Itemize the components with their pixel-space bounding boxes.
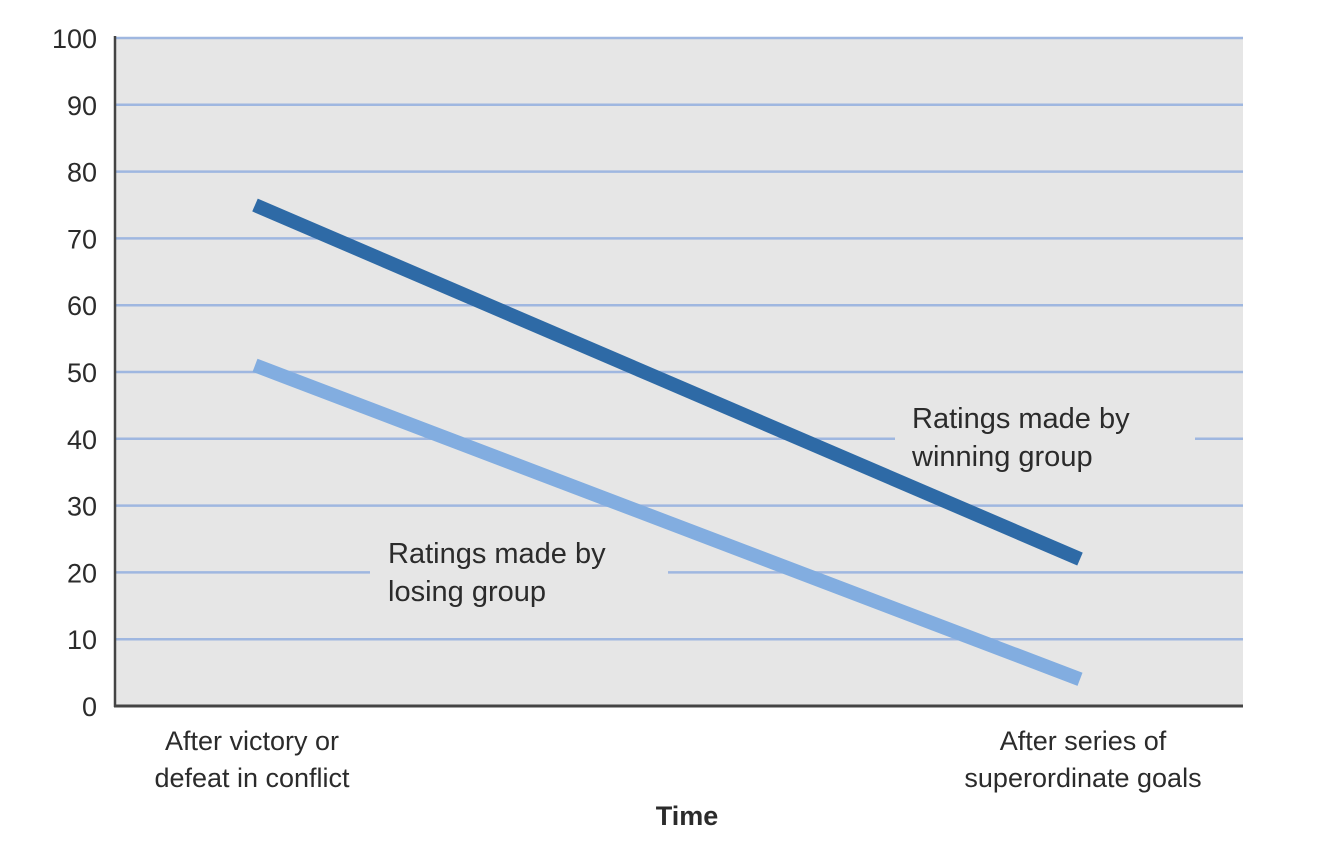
x-axis-label: Time — [656, 801, 719, 831]
y-tick-label: 20 — [67, 558, 97, 588]
x-category-label: After series of — [1000, 726, 1167, 756]
series-annotation: winning group — [911, 441, 1093, 473]
series-line — [252, 198, 1083, 566]
gridlines — [115, 36, 1243, 641]
series-annotations: Ratings made by winning group Ratings made… — [388, 403, 1130, 608]
y-tick-label: 40 — [67, 425, 97, 455]
y-tick-label: 80 — [67, 158, 97, 188]
x-category-label: superordinate goals — [964, 763, 1201, 793]
y-axis-ticks: 0 10 20 30 40 50 60 70 80 90 100 — [52, 24, 97, 722]
y-tick-label: 100 — [52, 24, 97, 54]
series-annotation: Ratings made by — [912, 403, 1130, 435]
y-tick-label: 60 — [67, 291, 97, 321]
y-tick-label: 30 — [67, 492, 97, 522]
y-tick-label: 10 — [67, 625, 97, 655]
x-category-label: After victory or — [165, 726, 339, 756]
y-tick-label: 70 — [67, 224, 97, 254]
x-axis-categories: After victory or defeat in conflict After … — [154, 726, 1201, 793]
x-category-label: defeat in conflict — [154, 763, 350, 793]
series-annotation: Ratings made by — [388, 538, 606, 570]
y-tick-label: 90 — [67, 91, 97, 121]
y-tick-label: 0 — [82, 692, 97, 722]
series-lines — [252, 198, 1083, 686]
y-tick-label: 50 — [67, 358, 97, 388]
series-line — [252, 358, 1083, 686]
series-annotation: losing group — [388, 576, 546, 608]
